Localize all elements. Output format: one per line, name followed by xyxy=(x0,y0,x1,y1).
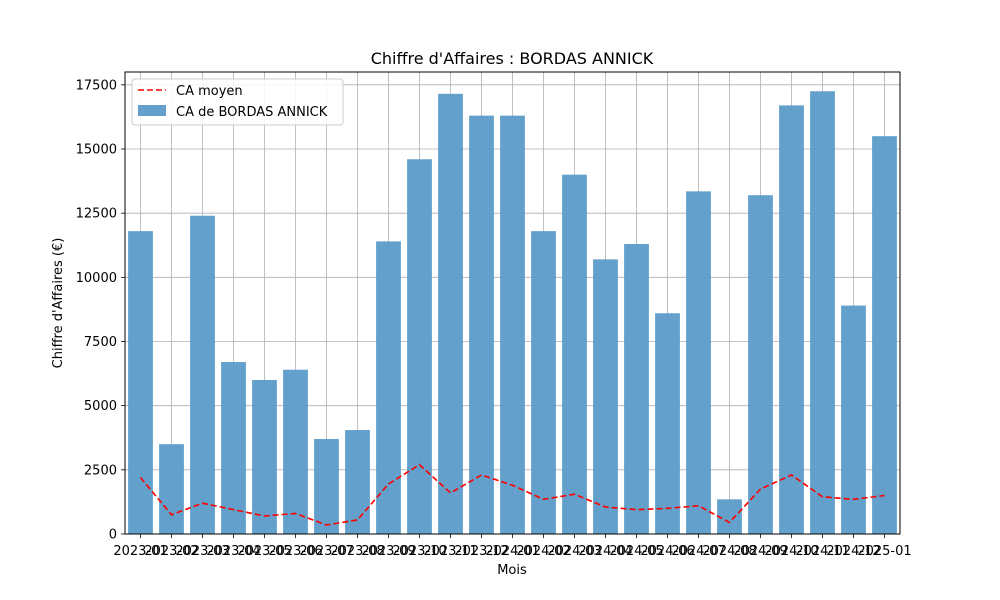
bar xyxy=(717,499,742,534)
x-tick-label: 2025-01 xyxy=(857,544,911,559)
y-tick-label: 17500 xyxy=(76,78,117,93)
bar xyxy=(655,313,680,534)
x-tick-label: 2024-06 xyxy=(640,544,694,559)
bar xyxy=(190,215,215,534)
y-tick-label: 10000 xyxy=(76,271,117,286)
bar xyxy=(159,444,184,534)
x-tick-label: 2024-09 xyxy=(733,544,787,559)
x-tick-label: 2023-06 xyxy=(268,544,322,559)
x-tick-label: 2024-05 xyxy=(609,544,663,559)
x-tick-label: 2023-07 xyxy=(299,544,353,559)
legend-swatch-ca-bordas-annick xyxy=(138,105,166,116)
y-tick-label: 7500 xyxy=(84,335,117,350)
x-tick-label: 2023-02 xyxy=(144,544,198,559)
bar xyxy=(345,430,370,534)
y-tick-label: 2500 xyxy=(84,463,117,478)
y-tick-label: 12500 xyxy=(76,207,117,222)
legend-box xyxy=(131,78,344,126)
x-tick-label: 2023-03 xyxy=(175,544,229,559)
bar xyxy=(221,362,246,534)
x-tick-label: 2024-11 xyxy=(795,544,849,559)
bar xyxy=(531,231,556,534)
bar xyxy=(841,305,866,534)
x-tick-label: 2024-01 xyxy=(485,544,539,559)
x-tick-label: 2024-07 xyxy=(671,544,725,559)
x-tick-label: 2023-11 xyxy=(423,544,477,559)
bar xyxy=(624,243,649,534)
y-axis-ticks: 0 2500 5000 7500 10000 12500 15000 17500 xyxy=(76,78,125,543)
bar xyxy=(252,380,277,534)
bar xyxy=(407,159,432,534)
bar xyxy=(438,93,463,535)
legend: CA moyen CA de BORDAS ANNICK xyxy=(131,78,344,126)
y-axis-label: Chiffre d'Affaires (€) xyxy=(51,238,66,369)
x-tick-label: 2023-10 xyxy=(392,544,446,559)
x-tick-label: 2023-09 xyxy=(361,544,415,559)
chart-title: Chiffre d'Affaires : BORDAS ANNICK xyxy=(371,49,654,68)
legend-label-ca-moyen: CA moyen xyxy=(176,84,243,99)
bars xyxy=(128,91,897,535)
x-tick-label: 2023-05 xyxy=(237,544,291,559)
bar xyxy=(283,369,308,534)
x-tick-label: 2023-01 xyxy=(113,544,167,559)
bar xyxy=(128,231,153,534)
bar xyxy=(469,115,494,534)
bar xyxy=(314,439,339,534)
bar xyxy=(593,259,618,534)
x-tick-label: 2024-03 xyxy=(547,544,601,559)
bar xyxy=(562,174,587,534)
legend-label-ca-bordas-annick: CA de BORDAS ANNICK xyxy=(176,105,328,120)
x-tick-label: 2023-04 xyxy=(206,544,260,559)
x-tick-label: 2024-10 xyxy=(764,544,818,559)
x-tick-label: 2023-08 xyxy=(330,544,384,559)
bar xyxy=(748,195,773,534)
y-tick-label: 0 xyxy=(109,528,117,543)
x-tick-label: 2024-08 xyxy=(702,544,756,559)
y-tick-label: 5000 xyxy=(84,399,117,414)
bar xyxy=(376,241,401,534)
bar xyxy=(500,115,525,534)
average-line xyxy=(139,463,885,526)
x-tick-label: 2024-04 xyxy=(578,544,632,559)
x-tick-label: 2024-12 xyxy=(826,544,880,559)
x-tick-label: 2024-02 xyxy=(516,544,570,559)
bar xyxy=(872,136,897,534)
x-axis-label: Mois xyxy=(497,563,527,578)
bar xyxy=(810,91,835,534)
ca-moyen-line xyxy=(139,463,885,526)
x-axis-ticks: 2023-012023-022023-032023-042023-052023-… xyxy=(113,534,912,559)
bar xyxy=(779,105,804,534)
bar xyxy=(686,191,711,534)
y-tick-label: 15000 xyxy=(76,143,117,158)
x-tick-label: 2023-12 xyxy=(454,544,508,559)
